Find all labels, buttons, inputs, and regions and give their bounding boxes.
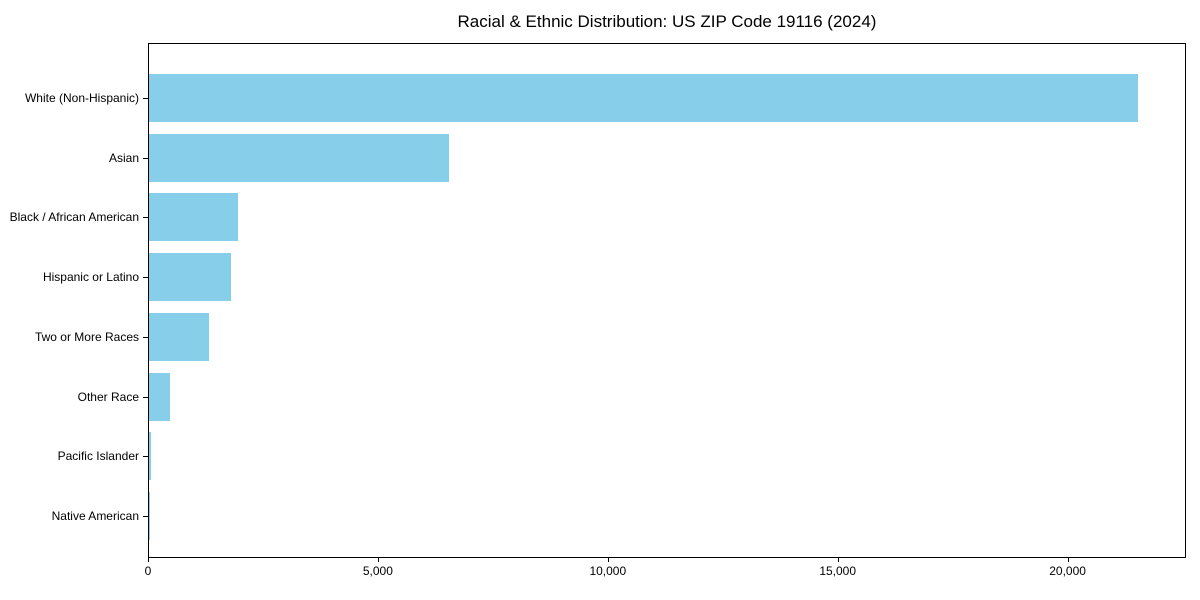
y-tick-asian xyxy=(143,157,148,159)
y-axis-label-other-race: Other Race xyxy=(77,389,139,404)
x-tick-15000 xyxy=(837,558,839,562)
plot-area xyxy=(148,43,1186,558)
y-axis-label-native-american: Native American xyxy=(51,508,139,523)
y-tick-two-or-more-races xyxy=(143,336,148,338)
y-tick-pacific-islander xyxy=(143,456,148,458)
x-axis-label-20000: 20,000 xyxy=(1049,564,1086,578)
y-axis-label-black-african-american: Black / African American xyxy=(9,210,139,225)
x-axis-label-15000: 15,000 xyxy=(819,564,857,578)
y-axis-label-asian: Asian xyxy=(108,150,139,165)
y-axis-label-two-or-more-races: Two or More Races xyxy=(34,329,139,344)
x-axis-label-10000: 10,000 xyxy=(589,564,627,578)
x-axis-label-0: 0 xyxy=(144,564,152,578)
y-tick-native-american xyxy=(143,515,148,517)
x-tick-5000 xyxy=(377,558,379,562)
y-axis-label-white-non-hispanic: White (Non-Hispanic) xyxy=(24,91,139,105)
bar-white-non-hispanic xyxy=(149,74,1138,122)
bar-pacific-islander xyxy=(149,432,151,481)
y-axis-label-pacific-islander: Pacific Islander xyxy=(57,449,139,464)
bar-black-african-american xyxy=(149,193,239,242)
x-tick-10000 xyxy=(607,558,609,562)
bar-hispanic-or-latino xyxy=(149,253,232,302)
y-tick-black-african-american xyxy=(143,217,148,219)
x-axis-label-5000: 5,000 xyxy=(362,564,393,578)
bar-other-race xyxy=(149,372,171,421)
y-tick-hispanic-or-latino xyxy=(143,277,148,279)
x-tick-0 xyxy=(148,558,149,562)
y-tick-white-non-hispanic xyxy=(143,98,148,99)
chart-title: Racial & Ethnic Distribution: US ZIP Cod… xyxy=(457,12,877,31)
y-axis-label-hispanic-or-latino: Hispanic or Latino xyxy=(42,270,139,285)
x-tick-20000 xyxy=(1067,558,1069,562)
bar-two-or-more-races xyxy=(149,312,210,361)
bar-asian xyxy=(149,133,450,182)
y-tick-other-race xyxy=(143,396,148,398)
bar-native-american xyxy=(149,491,151,540)
